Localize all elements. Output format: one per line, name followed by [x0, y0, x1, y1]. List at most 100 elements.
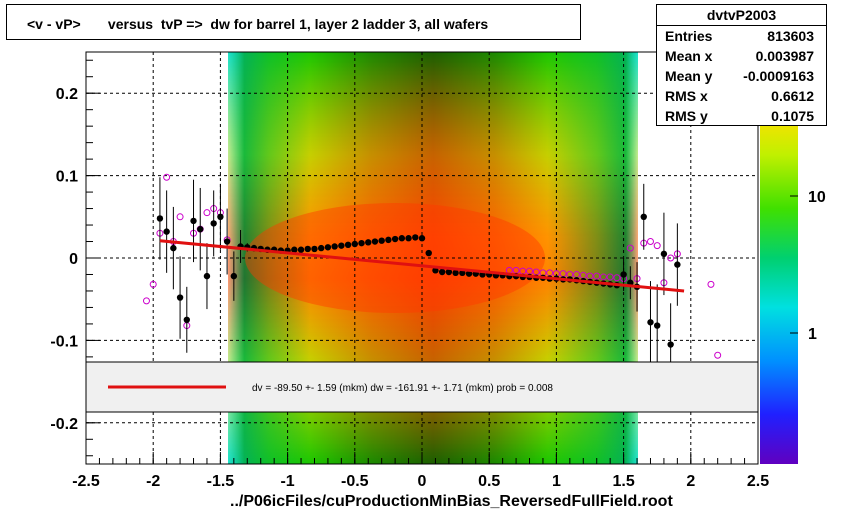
stats-label: RMS x: [665, 88, 708, 104]
alt-point: [203, 209, 211, 217]
stats-label: Mean x: [665, 48, 713, 64]
profile-point: [378, 237, 385, 244]
alt-point: [646, 238, 654, 246]
profile-point: [217, 213, 224, 220]
alt-point: [613, 274, 621, 282]
profile-point: [351, 240, 358, 248]
profile-point: [297, 246, 305, 253]
alt-point: [707, 280, 715, 288]
stats-label: Mean y: [665, 68, 713, 84]
profile-point: [190, 217, 197, 225]
profile-point: [412, 234, 419, 241]
profile-point: [398, 235, 406, 242]
profile-point: [358, 239, 365, 247]
profile-point: [338, 242, 345, 249]
x-tick-label: -1.5: [207, 473, 235, 490]
alt-point: [599, 273, 607, 281]
profile-point: [385, 236, 392, 244]
profile-point: [230, 272, 238, 280]
y-tick-label: 0.1: [56, 169, 78, 186]
profile-point: [640, 213, 647, 220]
x-tick-label: -1: [280, 473, 294, 490]
alt-point: [593, 272, 601, 280]
stats-row-rms-y: RMS y 0.1075: [657, 106, 826, 126]
profile-point: [176, 294, 184, 301]
profile-point: [465, 270, 473, 277]
profile-point: [647, 319, 654, 326]
stats-value: 0.1075: [771, 108, 814, 124]
x-tick-label: -0.5: [341, 473, 369, 490]
profile-point: [156, 215, 164, 222]
y-tick-label: 0.2: [56, 86, 78, 103]
x-tick-label: -2: [146, 473, 160, 490]
profile-point: [654, 322, 661, 329]
profile-point: [418, 235, 426, 242]
stats-value: 0.6612: [771, 88, 814, 104]
stats-row-mean-y: Mean y -0.0009163: [657, 66, 826, 86]
x-tick-label: 1: [552, 473, 561, 490]
alt-point: [142, 297, 150, 305]
y-tick-label: -0.2: [50, 416, 78, 433]
stats-value: 813603: [767, 28, 814, 44]
profile-point: [452, 269, 459, 277]
alt-point: [626, 244, 634, 252]
stats-label: Entries: [665, 28, 713, 44]
profile-point: [660, 250, 668, 258]
profile-point: [620, 271, 627, 278]
alt-point: [606, 273, 614, 281]
stats-row-mean-x: Mean x 0.003987: [657, 46, 826, 66]
alt-point: [667, 254, 675, 262]
profile-point: [183, 316, 190, 323]
color-scale-label-10: 10: [808, 189, 826, 206]
profile-point: [197, 225, 204, 233]
profile-point: [344, 241, 352, 249]
profile-point: [667, 341, 674, 348]
profile-point: [445, 268, 453, 276]
y-tick-label: -0.1: [50, 333, 78, 350]
profile-point: [391, 235, 399, 243]
stats-value: -0.0009163: [743, 68, 814, 84]
profile-point: [311, 245, 318, 253]
stats-value: 0.003987: [755, 48, 814, 64]
file-path-label: ../P06icFiles/cuProductionMinBias_Revers…: [230, 493, 673, 510]
profile-point: [318, 244, 325, 252]
stats-label: RMS y: [665, 108, 708, 124]
x-tick-label: 2.5: [747, 473, 769, 490]
alt-point: [149, 280, 157, 288]
x-axis: -2.5 -2 -1.5 -1 -0.5 0 0.5 1 1.5 2 2.5: [72, 452, 769, 490]
profile-point: [365, 239, 372, 246]
profile-point: [170, 244, 177, 252]
color-scale-label-1: 1: [808, 326, 817, 343]
profile-point: [425, 249, 432, 257]
profile-point: [405, 235, 412, 242]
profile-point: [371, 238, 379, 245]
profile-point: [324, 244, 332, 251]
stats-name: dvtvP2003: [657, 5, 826, 26]
x-tick-label: 1.5: [612, 473, 634, 490]
alt-point: [163, 173, 171, 181]
profile-point: [331, 243, 338, 250]
alt-point: [653, 242, 661, 250]
chart-title: <v - vP> versus tvP => dw for barrel 1, …: [27, 16, 489, 32]
x-tick-label: 0.5: [478, 473, 500, 490]
stats-box: dvtvP2003 Entries 813603 Mean x 0.003987…: [656, 4, 827, 126]
alt-point: [176, 213, 184, 221]
stats-row-rms-x: RMS x 0.6612: [657, 86, 826, 106]
legend-box: dv = -89.50 +- 1.59 (mkm) dw = -161.91 +…: [85, 361, 759, 413]
y-tick-label: 0: [69, 251, 78, 268]
title-box: <v - vP> versus tvP => dw for barrel 1, …: [6, 4, 581, 40]
stats-row-entries: Entries 813603: [657, 26, 826, 46]
profile-point: [223, 238, 231, 245]
profile-point: [674, 261, 681, 268]
profile-point: [304, 245, 311, 253]
profile-point: [163, 228, 170, 235]
x-tick-label: 0: [418, 473, 427, 490]
legend-fit-text: dv = -89.50 +- 1.59 (mkm) dw = -161.91 +…: [252, 383, 553, 394]
x-tick-label: 2: [686, 473, 695, 490]
profile-point: [203, 272, 211, 280]
profile-point: [438, 268, 446, 276]
profile-point: [291, 246, 298, 253]
profile-point: [210, 220, 217, 227]
x-tick-label: -2.5: [72, 473, 100, 490]
